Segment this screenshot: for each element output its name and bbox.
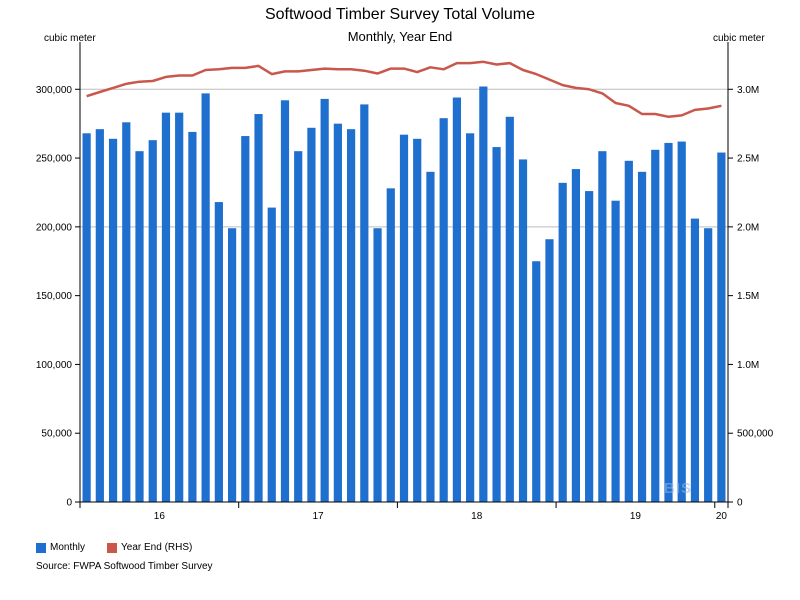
monthly-bar (399, 134, 409, 502)
right-axis-tick-label: 3.0M (737, 85, 759, 96)
monthly-bar (690, 218, 700, 502)
year-end-line (86, 60, 722, 119)
monthly-bar (82, 133, 91, 502)
monthly-bar (518, 159, 528, 502)
monthly-bar (677, 141, 686, 502)
monthly-bar (347, 129, 356, 503)
left-axis-tick-label: 250,000 (36, 154, 73, 165)
axes: 0 50,000 100,000 150,000 200,000 250,000 300,0… (36, 42, 774, 522)
left-axis-tick-label: 300,000 (36, 85, 73, 96)
monthly-bar (307, 127, 316, 502)
chart-subtitle: Monthly, Year End (347, 29, 453, 44)
monthly-bar (320, 98, 329, 503)
monthly-bar (333, 123, 342, 503)
monthly-bar (188, 131, 197, 503)
legend-item-year-end[interactable]: Year End (RHS) (107, 542, 192, 553)
left-axis-tick-label: 200,000 (36, 222, 73, 233)
monthly-bar (95, 129, 104, 503)
x-axis-tick-label: 17 (312, 511, 324, 522)
monthly-bar (558, 182, 567, 502)
monthly-bar (214, 202, 223, 503)
monthly-bar (108, 138, 118, 503)
right-axis-tick-label: 1.0M (737, 360, 759, 371)
monthly-bar (717, 152, 726, 503)
monthly-bar (413, 138, 422, 503)
monthly-bar (360, 104, 369, 502)
monthly-bar (598, 151, 607, 502)
monthly-bar (373, 228, 382, 502)
legend-swatch-year-end (107, 542, 118, 553)
left-axis-unit-label: cubic meter (44, 33, 96, 44)
right-axis-tick-label: 2.5M (737, 154, 759, 165)
x-axis-tick-label: 19 (630, 511, 642, 522)
legend: Monthly Year End (RHS) (36, 542, 192, 553)
right-axis-tick-label: 500,000 (737, 429, 774, 440)
monthly-bar (545, 239, 554, 503)
monthly-bar (122, 122, 131, 503)
monthly-bar (571, 169, 581, 503)
monthly-bar (479, 86, 488, 502)
monthly-bar (148, 140, 157, 502)
monthly-bar (267, 207, 276, 502)
source-note: Source: FWPA Softwood Timber Survey (36, 561, 213, 572)
monthly-bar (439, 118, 448, 502)
monthly-bar (637, 171, 647, 502)
monthly-bar (651, 149, 660, 502)
left-axis-tick-label: 0 (66, 498, 72, 509)
monthly-bar (426, 171, 435, 502)
right-axis-tick-label: 1.5M (737, 291, 759, 302)
monthly-bar (175, 112, 184, 502)
monthly-bar (386, 188, 395, 502)
monthly-bar (201, 93, 210, 503)
monthly-bar (135, 151, 144, 502)
monthly-bar (241, 136, 250, 503)
monthly-bar (704, 228, 713, 502)
x-axis-tick-label: 16 (154, 511, 166, 522)
right-axis-tick-label: 0 (737, 498, 743, 509)
monthly-bar (452, 97, 461, 502)
monthly-bar (585, 191, 594, 502)
monthly-bar (280, 100, 290, 503)
x-axis-tick-label: 20 (716, 511, 728, 522)
x-axis-tick-label: 18 (471, 511, 483, 522)
monthly-bar (492, 147, 501, 502)
right-axis-tick-label: 2.0M (737, 222, 759, 233)
monthly-bar (611, 200, 620, 502)
monthly-bar (624, 160, 633, 502)
left-axis-tick-label: 150,000 (36, 291, 73, 302)
legend-swatch-monthly (36, 542, 46, 553)
legend-item-monthly[interactable]: Monthly (36, 542, 85, 553)
left-axis-tick-label: 100,000 (36, 360, 73, 371)
monthly-bar (664, 142, 673, 502)
monthly-bar (254, 114, 263, 502)
watermark-logo: BIS (664, 480, 693, 497)
monthly-bar (294, 151, 303, 502)
legend-label-year-end: Year End (RHS) (121, 542, 193, 553)
monthly-bar (466, 133, 475, 502)
chart-title: Softwood Timber Survey Total Volume (264, 6, 536, 23)
monthly-bar (532, 261, 541, 502)
monthly-bars (82, 86, 726, 503)
right-axis-unit-label: cubic meter (713, 33, 765, 44)
left-axis-tick-label: 50,000 (41, 429, 72, 440)
year-end-series-line (86, 60, 722, 119)
monthly-bar (161, 112, 171, 502)
monthly-bar (227, 228, 237, 502)
monthly-bar (505, 116, 514, 503)
legend-label-monthly: Monthly (50, 542, 86, 553)
